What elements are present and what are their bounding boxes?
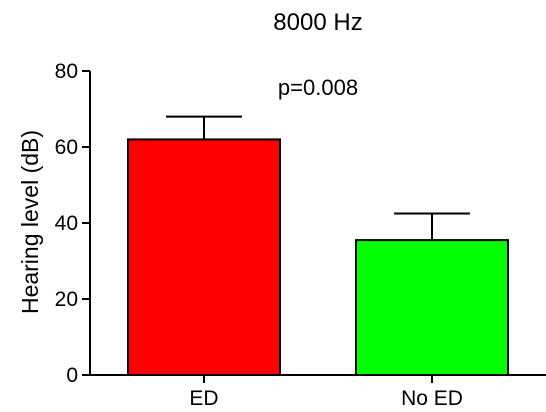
y-tick-label: 40 <box>55 212 78 235</box>
bars <box>127 115 509 376</box>
y-tick-label: 0 <box>66 364 78 387</box>
bar-ed <box>127 138 281 376</box>
x-category-label: ED <box>189 387 218 410</box>
p-value-annotation: p=0.008 <box>278 75 358 100</box>
y-tick-label: 80 <box>55 60 78 83</box>
chart-title: 8000 Hz <box>273 9 362 36</box>
bar-no-ed <box>355 239 509 376</box>
y-axis-title: Hearing level (dB) <box>17 130 43 314</box>
y-tick-label: 20 <box>55 288 78 311</box>
y-tick-label: 60 <box>55 136 78 159</box>
x-category-label: No ED <box>401 387 463 410</box>
y-ticks: 0 20 40 60 80 <box>55 60 90 387</box>
x-category-labels: ED No ED <box>189 375 463 410</box>
